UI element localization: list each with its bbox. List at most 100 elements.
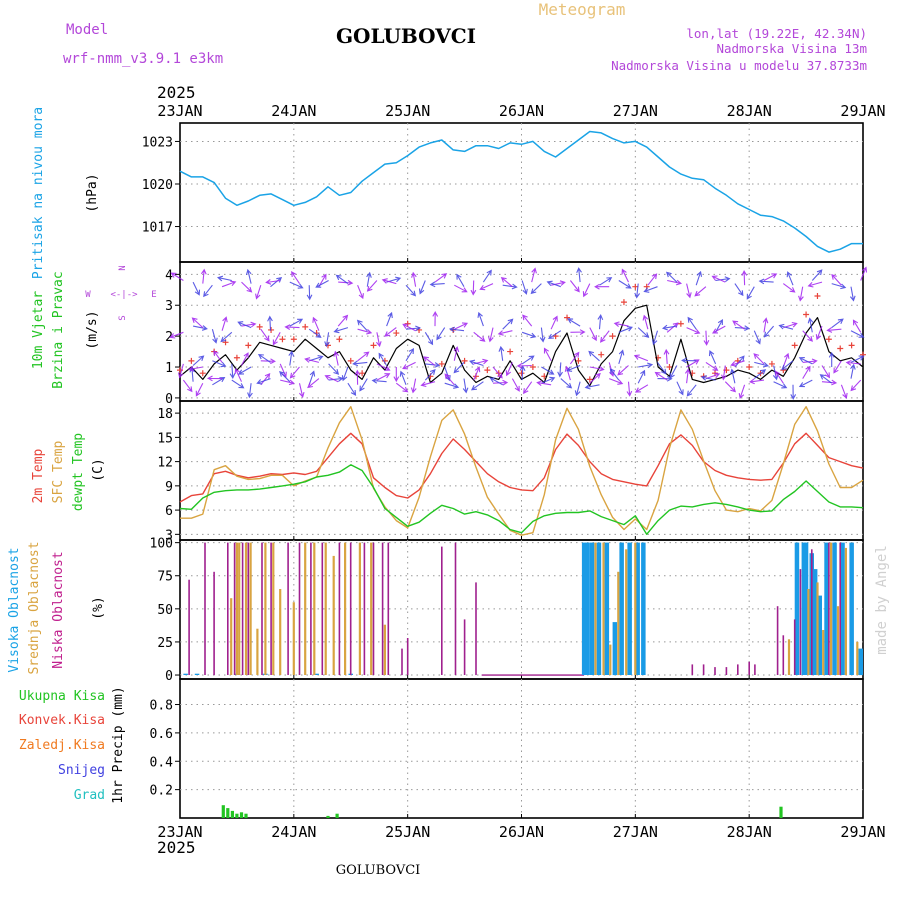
pressure-line (179, 130, 863, 253)
wind-gust-marker (586, 376, 593, 383)
cloud-bar-niska (349, 542, 352, 675)
wind-direction-arrow (315, 280, 329, 288)
wind-direction-arrow (557, 362, 563, 378)
wind-direction-arrow (220, 331, 233, 343)
wind-direction-arrow (357, 284, 364, 300)
wind-direction-arrow (241, 321, 257, 328)
x-label-bottom: 24JAN (271, 823, 316, 841)
cloud-bar-niska (839, 542, 841, 675)
wind-direction-arrow (852, 319, 862, 333)
wind-direction-arrow (371, 377, 387, 384)
wind-direction-arrow (386, 311, 393, 327)
wind-direction-arrow (831, 283, 847, 290)
wind-direction-arrow (359, 378, 368, 392)
cloud-bar-srednja (313, 542, 316, 675)
wind-direction-arrow (594, 283, 610, 290)
wind-direction-arrow (705, 372, 721, 380)
wind-direction-arrow (376, 373, 391, 381)
wind-direction-arrow (531, 267, 537, 283)
wind-direction-arrow (569, 351, 580, 365)
temperature-ytick-label: 15 (157, 431, 173, 446)
cloud-bar-srednja (358, 542, 361, 675)
cloud-bar-niska (270, 542, 272, 675)
wind-direction-arrow (681, 357, 697, 364)
wind-direction-arrow (192, 325, 208, 331)
wind-direction-arrow (221, 316, 228, 331)
cloud-bar-visoka (314, 673, 319, 675)
wind-direction-arrow (312, 316, 320, 331)
wind-direction-arrow (546, 280, 561, 288)
wind-gust-marker (791, 342, 798, 349)
cloud-bar-visoka (612, 622, 618, 676)
wind-direction-arrow (260, 373, 271, 386)
wind-direction-arrow (420, 381, 436, 388)
cloud-bar-niska (261, 542, 263, 675)
x-label-bottom: 29JAN (840, 823, 885, 841)
altitude-text: Nadmorska Visina 13m (716, 41, 867, 56)
temp2m-label: 2m Temp (31, 448, 46, 503)
wind-direction-arrow (786, 271, 794, 286)
wind-direction-arrow (216, 275, 232, 282)
cloud-bar-visoka (858, 648, 863, 676)
wind-direction-arrow (375, 332, 382, 348)
cloud-bar-niska (310, 542, 312, 675)
wind-direction-arrow (434, 273, 448, 283)
wind-direction-arrow (444, 373, 455, 386)
temperature-ytick-label: 6 (165, 504, 173, 519)
cloud-bar-visoka (812, 569, 818, 675)
wind-gust-marker (825, 336, 832, 343)
cloud-bar-visoka (803, 542, 809, 675)
wind-direction-arrow (418, 280, 426, 295)
wind-direction-arrow (489, 377, 503, 386)
compass-e: E (151, 290, 156, 300)
wind-direction-arrow (541, 366, 555, 375)
wind-direction-arrow (505, 362, 513, 377)
wind-direction-arrow (423, 356, 436, 366)
wind-direction-arrow (356, 319, 368, 332)
wind-direction-arrow (473, 331, 486, 342)
footer-station: GOLUBOVCI (336, 863, 421, 878)
wind-direction-arrow (741, 270, 748, 286)
wind-direction-arrow (366, 271, 372, 287)
wind-direction-arrow (748, 378, 765, 385)
cloud-bar-niska (441, 546, 443, 675)
cloud-bar-srednja (836, 606, 840, 675)
wind-direction-arrow (354, 369, 361, 385)
cloud-bar-srednja (230, 598, 233, 675)
wind-gust-marker (370, 342, 377, 349)
cloud-bar-niska (406, 638, 409, 676)
wind-direction-arrow (308, 328, 322, 338)
cloud-bar-srednja (272, 542, 275, 675)
wind-ytick-label: 4 (165, 268, 173, 283)
temp-line-2m-temp (179, 432, 864, 503)
wind-direction-arrow (738, 384, 746, 400)
wind-direction-arrow (257, 353, 271, 363)
wind-ytick-label: 0 (165, 392, 173, 407)
wind-direction-arrow (543, 347, 552, 362)
clouds-ytick-label: 25 (157, 636, 173, 651)
model-name: wrf-nmm_v3.9.1 e3km (63, 51, 223, 67)
wind-direction-arrow (333, 327, 349, 334)
cloud-bar-niska (702, 664, 705, 675)
wind-direction-arrow (337, 314, 349, 327)
wind-direction-arrow (357, 328, 373, 335)
wind-direction-arrow (618, 326, 633, 333)
wind-direction-arrow (686, 327, 701, 335)
wind-direction-arrow (703, 330, 710, 346)
wind-direction-arrow (566, 364, 581, 372)
wind-gust-marker (268, 326, 275, 333)
wind-direction-arrow (247, 383, 253, 399)
wind-direction-arrow (221, 280, 237, 288)
wind-direction-arrow (637, 369, 646, 384)
wind-direction-arrow (582, 283, 591, 298)
precip-bar (235, 813, 239, 818)
precip-bar (226, 808, 230, 818)
temp-line-sfc-temp (180, 406, 864, 536)
wind-direction-arrow (470, 381, 484, 391)
wind-direction-arrow (260, 328, 270, 342)
wind-direction-arrow (850, 363, 856, 379)
wind-direction-arrow (500, 276, 513, 288)
pressure-ytick-label: 1020 (142, 178, 173, 193)
wind-direction-arrow (617, 365, 629, 376)
wind-direction-arrow (734, 283, 744, 297)
